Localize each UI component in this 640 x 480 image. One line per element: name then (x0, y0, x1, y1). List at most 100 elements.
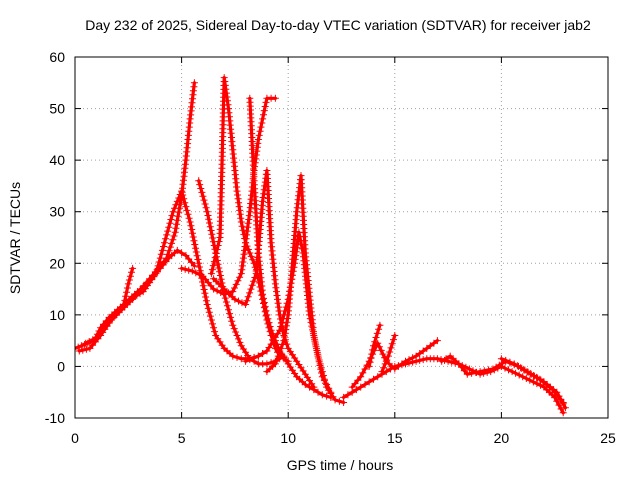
data-point (559, 399, 567, 406)
data-point (213, 246, 221, 253)
data-point (210, 258, 218, 266)
data-point (186, 218, 194, 226)
data-point (502, 356, 510, 364)
data-point (526, 376, 534, 384)
data-point (202, 204, 210, 212)
data-point (258, 119, 266, 127)
data-point (276, 348, 284, 356)
data-point (164, 250, 172, 258)
data-point (472, 368, 480, 376)
data-point (281, 333, 288, 341)
data-point (371, 338, 379, 346)
plot-frame (74, 56, 609, 419)
data-point (311, 335, 319, 343)
data-point (169, 236, 177, 244)
data-point (82, 339, 90, 347)
data-point (226, 310, 234, 318)
data-point (263, 311, 271, 319)
data-point (508, 368, 516, 376)
data-point (391, 332, 399, 339)
data-point (229, 321, 237, 329)
data-point (267, 359, 275, 367)
data-point (463, 370, 471, 378)
data-point (178, 249, 186, 257)
data-point (235, 297, 242, 305)
data-point (372, 334, 380, 341)
data-point (267, 326, 275, 334)
data-point (335, 397, 343, 405)
data-point (188, 258, 195, 266)
data-point (468, 369, 476, 377)
data-point (277, 323, 285, 330)
data-point (180, 195, 188, 203)
data-point (179, 191, 187, 199)
data-point (250, 277, 258, 285)
data-point (212, 250, 220, 257)
data-point (263, 360, 271, 368)
data-point (123, 284, 131, 292)
data-point (357, 373, 365, 381)
x-tick-label: 0 (71, 430, 79, 446)
y-tick-label: 40 (49, 152, 65, 168)
data-point (200, 196, 208, 204)
data-point (312, 343, 320, 351)
data-point (209, 262, 217, 270)
data-point (124, 280, 132, 288)
data-point (433, 355, 441, 363)
data-point (157, 250, 165, 258)
data-point (242, 301, 250, 308)
data-point (244, 293, 252, 301)
x-axis-label: GPS time / hours (287, 457, 394, 473)
data-point (183, 206, 191, 214)
data-series (75, 74, 569, 417)
data-point (215, 264, 223, 272)
data-point (169, 208, 177, 216)
data-point (214, 260, 222, 268)
data-point (187, 222, 195, 230)
data-point (378, 368, 386, 376)
data-point (448, 358, 456, 366)
y-tick-label: 30 (49, 204, 65, 220)
data-point (215, 238, 223, 245)
data-point (412, 352, 420, 360)
data-point (497, 355, 505, 363)
data-point (236, 273, 244, 281)
data-point (190, 237, 198, 245)
data-point (175, 208, 183, 216)
data-point (129, 264, 137, 272)
data-point (204, 212, 212, 219)
data-point (318, 369, 325, 377)
x-tick-label: 15 (387, 430, 403, 446)
data-point (235, 199, 243, 207)
data-point (175, 194, 183, 202)
data-point (160, 243, 167, 250)
data-point (522, 375, 530, 382)
data-point (194, 256, 202, 263)
data-point (174, 212, 182, 220)
data-point (203, 208, 211, 216)
data-point (260, 299, 268, 306)
data-point (246, 289, 254, 297)
data-point (192, 244, 200, 252)
data-point (384, 352, 392, 360)
data-point (259, 350, 267, 357)
data-point (559, 409, 567, 417)
data-point (529, 378, 537, 386)
data-point (265, 319, 273, 327)
data-point (207, 270, 215, 278)
data-point (166, 219, 174, 227)
data-point (158, 246, 166, 254)
data-point (277, 344, 285, 352)
data-point (214, 242, 222, 249)
data-point (323, 381, 331, 388)
data-point (320, 377, 328, 385)
data-point (365, 362, 373, 370)
data-point (206, 223, 214, 231)
data-point (227, 313, 235, 321)
data-point (501, 364, 509, 372)
x-tick-label: 10 (280, 430, 296, 446)
data-point (561, 404, 569, 412)
data-point (172, 201, 180, 209)
data-point (254, 139, 262, 147)
data-point (553, 397, 561, 405)
